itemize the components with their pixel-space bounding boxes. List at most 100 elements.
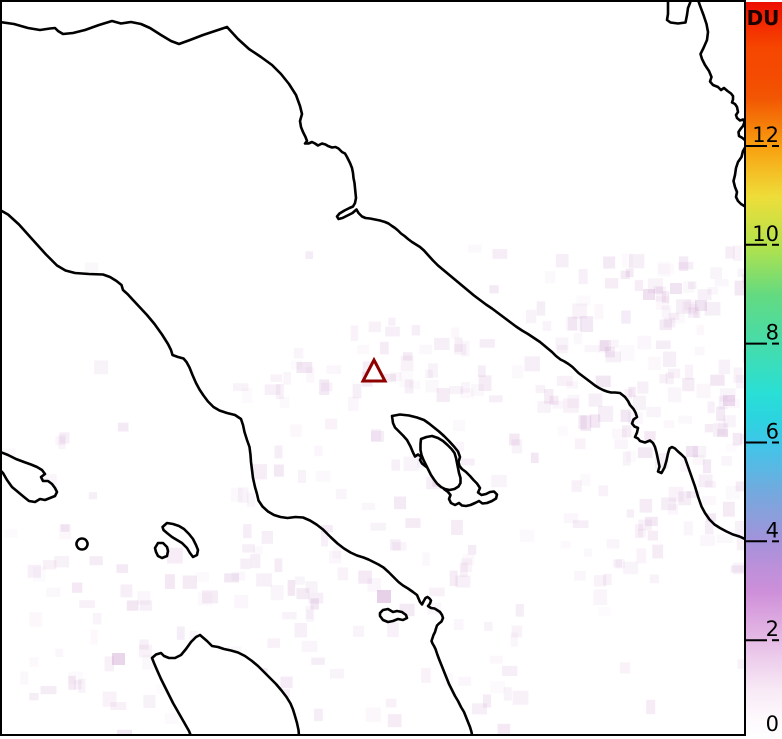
so2-pixel <box>455 575 471 588</box>
so2-pixel <box>682 377 695 392</box>
so2-pixel <box>365 707 381 722</box>
so2-pixel <box>510 632 518 647</box>
so2-pixel <box>580 474 591 486</box>
so2-pixel <box>589 414 601 428</box>
so2-pixel <box>576 295 591 306</box>
so2-pixel <box>195 572 209 582</box>
so2-pixel <box>676 299 691 314</box>
so2-pixel <box>403 352 413 361</box>
so2-pixel <box>241 387 253 403</box>
so2-pixel <box>639 498 653 513</box>
so2-pixel <box>243 524 252 539</box>
so2-pixel <box>600 340 611 351</box>
so2-pixel <box>454 337 463 352</box>
so2-pixel <box>94 360 109 375</box>
so2-pixel <box>112 653 125 665</box>
so2-pixel <box>606 539 620 549</box>
so2-pixel <box>736 534 744 551</box>
so2-pixel <box>625 268 634 278</box>
so2-pixel <box>74 680 82 690</box>
so2-pixel <box>721 456 732 466</box>
so2-pixel <box>536 301 546 316</box>
so2-pixel <box>583 548 592 557</box>
so2-pixel <box>491 475 507 488</box>
so2-pixel <box>92 613 102 625</box>
so2-pixel <box>678 491 692 506</box>
so2-pixel <box>733 245 743 261</box>
so2-pixel <box>686 491 700 499</box>
so2-pixel <box>462 553 475 566</box>
so2-pixel <box>361 502 376 511</box>
so2-pixel <box>293 347 304 359</box>
so2-pixel <box>167 547 183 564</box>
so2-pixel <box>503 687 512 701</box>
so2-pixel <box>29 657 39 667</box>
so2-pixel <box>710 267 722 280</box>
so2-pixel <box>197 592 213 606</box>
so2-pixel <box>274 445 283 459</box>
so2-pixel <box>237 487 249 503</box>
so2-pixel <box>732 562 744 575</box>
so2-pixel <box>670 313 685 324</box>
so2-pixel <box>282 612 297 620</box>
so2-pixel <box>621 310 631 324</box>
so2-pixel <box>27 564 41 578</box>
so2-pixel <box>572 520 589 528</box>
so2-pixel <box>628 386 636 397</box>
so2-pixel <box>524 356 540 372</box>
so2-pixel <box>663 351 677 367</box>
so2-pixel <box>693 310 701 318</box>
so2-pixel <box>645 516 658 527</box>
so2-pixel <box>120 584 133 598</box>
so2-pixel <box>680 458 688 472</box>
so2-pixel <box>387 714 402 728</box>
so2-column-pixels <box>2 244 744 734</box>
so2-pixel <box>358 570 372 584</box>
so2-pixel <box>68 675 76 690</box>
so2-pixel <box>634 280 643 291</box>
so2-pixel <box>566 381 579 389</box>
so2-pixel <box>734 521 744 535</box>
so2-pixel <box>704 424 713 433</box>
so2-pixel <box>59 432 70 444</box>
so2-pixel <box>230 487 243 502</box>
so2-pixel <box>718 396 728 410</box>
so2-pixel <box>242 544 255 553</box>
so2-pixel <box>116 729 132 734</box>
so2-pixel <box>310 598 319 610</box>
so2-pixel <box>663 420 675 429</box>
so2-pixel <box>490 681 506 694</box>
so2-pixel <box>348 396 359 411</box>
so2-pixel <box>737 268 744 277</box>
so2-pixel <box>544 389 554 404</box>
so2-pixel <box>552 400 564 409</box>
so2-pixel <box>515 604 524 617</box>
so2-pixel <box>371 430 385 442</box>
so2-pixel <box>704 480 716 489</box>
so2-pixel <box>367 578 381 592</box>
so2-pixel <box>688 281 697 290</box>
so2-pixel <box>519 529 535 542</box>
so2-pixel <box>723 415 736 428</box>
so2-pixel <box>370 522 386 531</box>
so2-pixel <box>670 283 682 294</box>
so2-pixel <box>580 316 594 332</box>
so2-pixel <box>686 446 698 457</box>
so2-pixel <box>643 289 655 300</box>
so2-pixel <box>665 372 674 385</box>
so2-pixel <box>705 513 717 522</box>
so2-pixel <box>622 425 632 438</box>
so2-pixel <box>202 590 218 604</box>
so2-pixel <box>595 375 611 388</box>
so2-pixel <box>33 566 46 582</box>
so2-pixel <box>693 455 705 465</box>
so2-pixel <box>648 356 661 370</box>
so2-pixel <box>661 497 677 511</box>
so2-pixel <box>716 406 726 421</box>
so2-pixel <box>489 285 499 294</box>
so2-pixel <box>305 605 314 620</box>
so2-pixel <box>637 381 649 394</box>
so2-pixel <box>610 339 619 348</box>
so2-pixel <box>471 384 485 396</box>
